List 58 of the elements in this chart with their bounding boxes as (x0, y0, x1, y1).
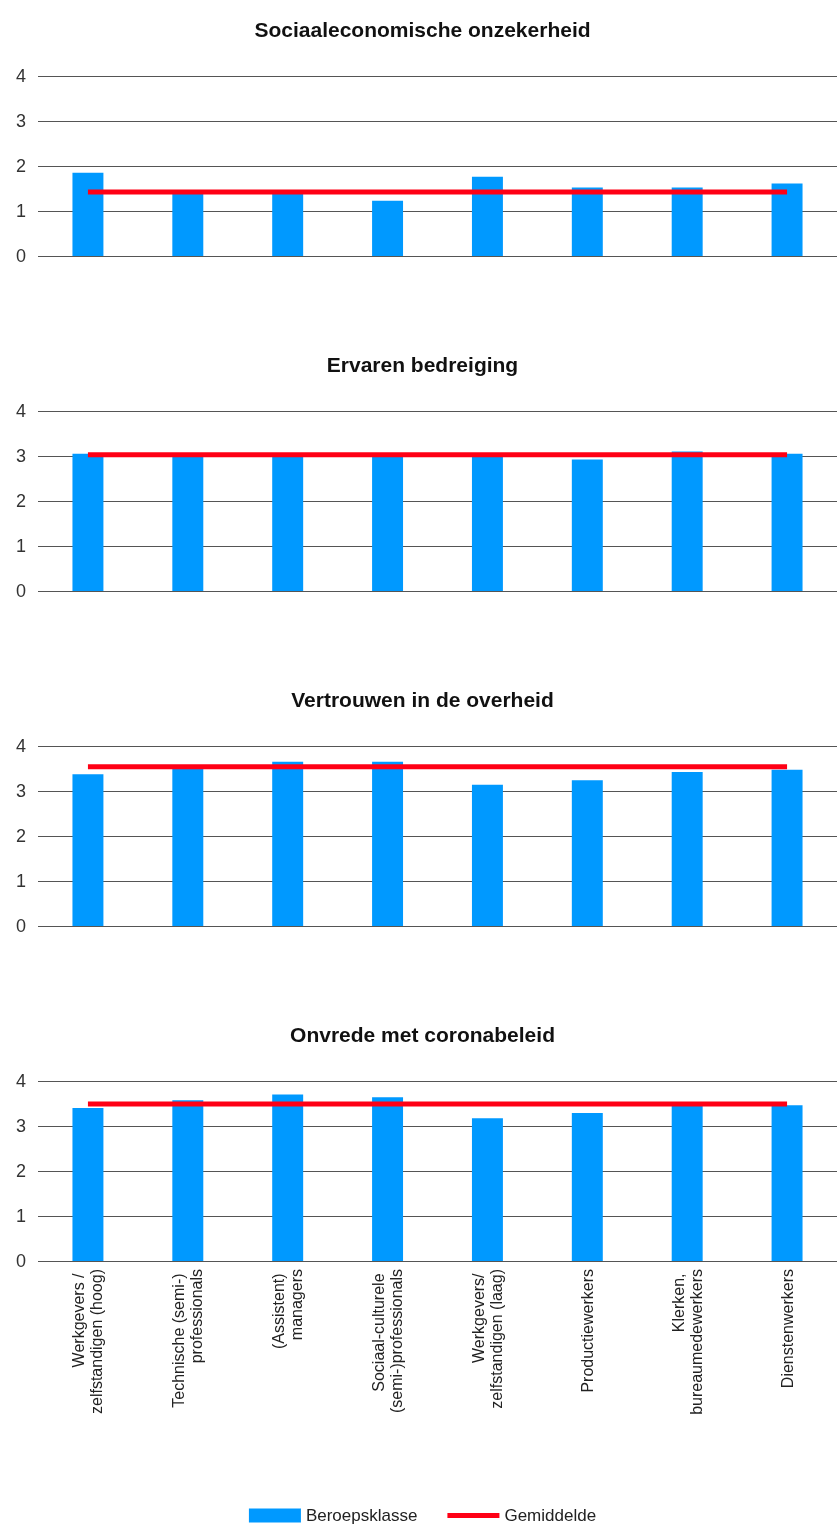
bar (571, 187, 603, 256)
x-tick-label: Sociaal-culturele (semi-)professionals (370, 1269, 406, 1414)
bar (72, 172, 104, 256)
x-tick-label: Dienstenwerkers (778, 1269, 796, 1389)
y-tick-label: 1 (15, 1206, 26, 1226)
bar (372, 761, 404, 926)
y-tick-label: 2 (15, 1161, 26, 1181)
y-tick-label: 3 (15, 111, 26, 131)
bar (771, 1105, 803, 1261)
bar (771, 769, 803, 926)
bar (172, 1100, 204, 1261)
legend-label: Beroepsklasse (305, 1506, 418, 1525)
bar (272, 761, 304, 926)
y-tick-label: 1 (15, 201, 26, 221)
bar (172, 193, 204, 256)
x-tick-label: Productiewerkers (578, 1269, 596, 1393)
bar (72, 774, 104, 926)
bar (571, 1112, 603, 1261)
x-tick-label: Klerken, bureaumedewerkers (669, 1269, 705, 1415)
y-tick-label: 3 (15, 781, 26, 801)
y-tick-label: 1 (15, 536, 26, 556)
bar (471, 784, 503, 926)
y-tick-label: 0 (15, 246, 26, 266)
bar (771, 183, 803, 256)
chart-title: Ervaren bedreiging (326, 353, 519, 376)
bar (671, 1104, 703, 1261)
y-tick-label: 4 (15, 736, 26, 756)
chart-title: Onvrede met coronabeleid (290, 1023, 555, 1046)
x-tick-label: Technische (semi-) professionals (170, 1269, 206, 1408)
y-tick-label: 0 (15, 581, 26, 601)
y-tick-label: 3 (15, 446, 26, 466)
bar (471, 176, 503, 256)
y-tick-label: 2 (15, 491, 26, 511)
x-tick-label: Werkgevers/ zelfstandigen (laag) (469, 1269, 505, 1409)
bar (272, 1094, 304, 1261)
bar (471, 1118, 503, 1261)
y-tick-label: 4 (15, 401, 26, 421)
bar (571, 780, 603, 926)
bar (272, 193, 304, 256)
y-tick-label: 2 (15, 826, 26, 846)
x-tick-label: (Assistent) managers (270, 1269, 306, 1350)
bar (671, 187, 703, 256)
y-tick-label: 4 (15, 1071, 26, 1091)
bar (372, 200, 404, 256)
bar (372, 1097, 404, 1261)
y-tick-label: 0 (15, 916, 26, 936)
chart-title: Sociaaleconomische onzekerheid (254, 18, 591, 41)
y-tick-label: 2 (15, 156, 26, 176)
bar (72, 1108, 104, 1261)
legend-label: Gemiddelde (504, 1506, 597, 1525)
bar (671, 772, 703, 926)
bar (172, 768, 204, 926)
x-tick-label: Werkgevers / zelfstandigen (hoog) (70, 1269, 106, 1414)
y-tick-label: 0 (15, 1251, 26, 1271)
y-tick-label: 3 (15, 1116, 26, 1136)
y-tick-label: 4 (15, 66, 26, 86)
chart-title: Vertrouwen in de overheid (291, 688, 554, 711)
y-tick-label: 1 (15, 871, 26, 891)
